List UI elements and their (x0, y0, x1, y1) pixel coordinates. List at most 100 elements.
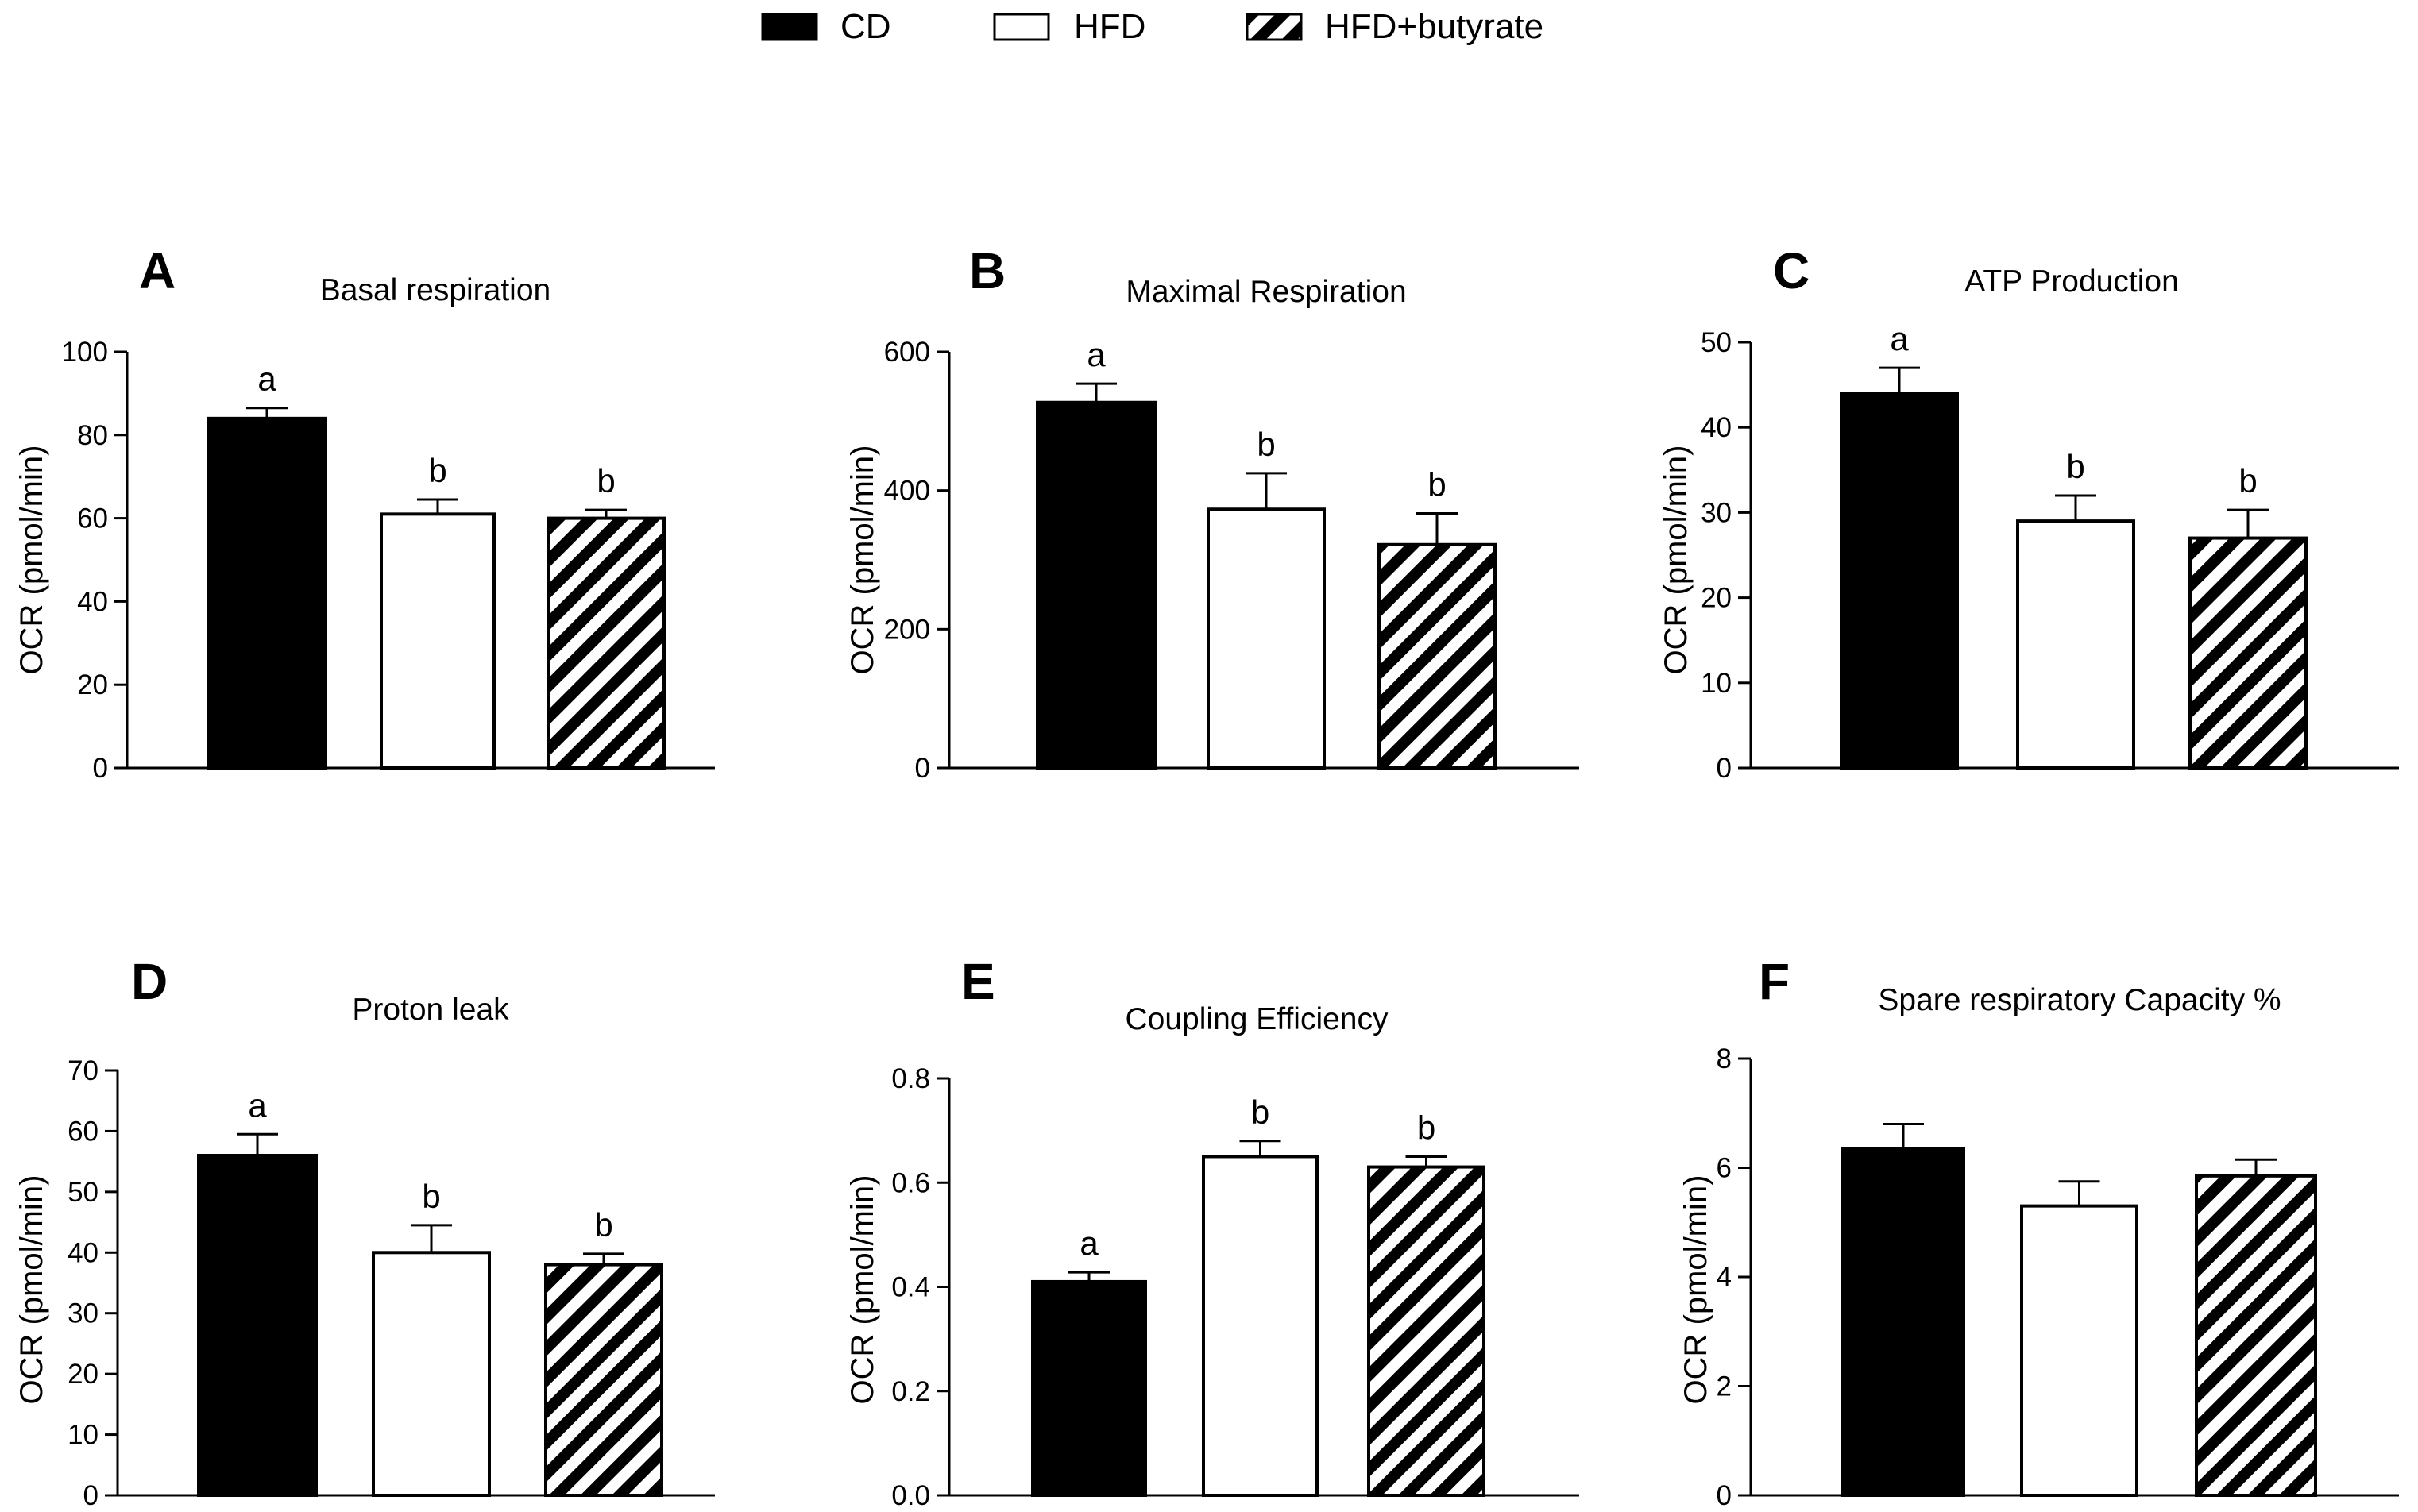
plot-area-a: 0 20 40 60 80 100 a b b (62, 337, 715, 784)
significance-label-e-hfd: b (1251, 1094, 1269, 1131)
y-tick-label-f: 0 (1717, 1480, 1732, 1511)
significance-label-c-hfd-butyrate: b (2238, 462, 2257, 499)
y-tick-label-b: 600 (884, 337, 930, 368)
y-axis-label-c: OCR (pmol/min) (1659, 446, 1694, 675)
significance-label-c-cd: a (1890, 320, 1909, 357)
bar-a-hfd-butyrate (547, 516, 666, 770)
y-tick-label-e: 0.2 (891, 1376, 930, 1407)
significance-label-a-hfd-butyrate: b (597, 462, 615, 499)
y-tick-label-c: 50 (1701, 327, 1732, 358)
y-tick-label-a: 100 (62, 337, 108, 368)
plot-area-b: 0 200 400 600 a b b (884, 336, 1579, 784)
panel-f: F Spare respiratory Capacity % OCR (pmol… (1678, 953, 2399, 1511)
y-tick-label-e: 0.4 (891, 1272, 930, 1303)
significance-label-b-cd: a (1087, 336, 1106, 373)
y-tick-label-c: 0 (1717, 753, 1732, 784)
significance-label-d-hfd: b (422, 1178, 440, 1215)
plot-area-e: 0.0 0.2 0.4 0.6 0.8 a b b (891, 1063, 1579, 1511)
bar-b-hfd-butyrate (1377, 542, 1497, 770)
legend-label-hfd-butyrate: HFD+butyrate (1325, 7, 1543, 46)
bar-a-hfd (380, 512, 496, 770)
y-tick-label-d: 70 (68, 1055, 98, 1086)
significance-label-a-hfd: b (428, 452, 446, 489)
panel-letter-e: E (961, 953, 995, 1010)
y-tick-label-a: 60 (77, 503, 108, 534)
panel-title-d: Proton leak (352, 993, 509, 1027)
panel-title-f: Spare respiratory Capacity % (1878, 983, 2281, 1017)
y-tick-label-a: 40 (77, 586, 108, 617)
significance-label-b-hfd: b (1257, 426, 1275, 463)
significance-label-e-cd: a (1080, 1225, 1099, 1262)
legend-label-cd: CD (840, 7, 891, 46)
y-tick-label-d: 50 (68, 1177, 98, 1208)
panel-title-a: Basal respiration (320, 273, 550, 307)
y-tick-label-f: 6 (1717, 1153, 1732, 1184)
y-tick-label-f: 8 (1717, 1043, 1732, 1074)
y-tick-label-d: 40 (68, 1237, 98, 1268)
significance-label-e-hfd-butyrate: b (1417, 1109, 1435, 1146)
significance-label-d-hfd-butyrate: b (594, 1206, 612, 1244)
legend-label-hfd: HFD (1074, 7, 1145, 46)
bar-d-cd (197, 1154, 318, 1497)
bar-b-cd (1036, 400, 1157, 770)
y-axis-label-d: OCR (pmol/min) (14, 1175, 49, 1405)
y-axis-label-b: OCR (pmol/min) (845, 446, 880, 675)
y-tick-label-c: 20 (1701, 583, 1732, 614)
panel-letter-a: A (139, 242, 176, 299)
y-tick-label-d: 10 (68, 1420, 98, 1451)
bar-c-hfd (2016, 519, 2135, 770)
y-axis-label-f: OCR (pmol/min) (1678, 1175, 1713, 1405)
panel-a: A Basal respiration OCR (pmol/min) 0 20 40… (14, 242, 715, 784)
legend-swatch-hfd (993, 13, 1050, 41)
y-tick-label-d: 60 (68, 1116, 98, 1147)
y-tick-label-c: 40 (1701, 412, 1732, 443)
y-axis-label-a: OCR (pmol/min) (14, 446, 49, 675)
y-tick-label-c: 10 (1701, 668, 1732, 699)
significance-label-a-cd: a (257, 361, 276, 398)
significance-label-c-hfd: b (2066, 448, 2084, 485)
y-tick-label-a: 20 (77, 669, 108, 700)
panel-e: E Coupling Efficiency OCR (pmol/min) 0.0… (845, 953, 1579, 1511)
panel-letter-b: B (969, 242, 1006, 299)
legend-swatch-hfd-butyrate (1246, 13, 1303, 41)
y-tick-label-b: 400 (884, 476, 930, 507)
y-tick-label-f: 2 (1717, 1371, 1732, 1402)
panel-letter-f: F (1759, 953, 1790, 1010)
panel-d: D Proton leak OCR (pmol/min) 0 10 20 30 40 50… (14, 953, 715, 1511)
y-tick-label-f: 4 (1717, 1262, 1732, 1293)
legend-swatch-cd (761, 13, 818, 41)
panel-letter-c: C (1773, 242, 1810, 299)
panel-b: B Maximal Respiration OCR (pmol/min) 0 20… (845, 242, 1579, 784)
plot-area-c: 0 10 20 30 40 50 a b b (1701, 320, 2399, 784)
y-tick-label-c: 30 (1701, 497, 1732, 528)
bar-e-hfd (1202, 1155, 1319, 1497)
y-tick-label-e: 0.0 (891, 1480, 930, 1511)
bar-f-hfd (2020, 1204, 2138, 1497)
y-tick-label-d: 30 (68, 1298, 98, 1329)
panel-title-b: Maximal Respiration (1126, 275, 1406, 309)
bar-d-hfd (372, 1251, 491, 1498)
bar-d-hfd-butyrate (544, 1263, 663, 1497)
bar-e-cd (1031, 1279, 1147, 1497)
panel-c: C ATP Production OCR (pmol/min) 0 10 20 30 4… (1659, 242, 2399, 784)
y-tick-label-a: 0 (93, 753, 108, 784)
bar-f-cd (1841, 1147, 1965, 1497)
bar-f-hfd-butyrate (2195, 1174, 2317, 1497)
y-tick-label-e: 0.8 (891, 1063, 930, 1094)
y-tick-label-a: 80 (77, 420, 108, 451)
y-tick-label-e: 0.6 (891, 1167, 930, 1198)
bar-b-hfd (1207, 507, 1326, 770)
y-tick-label-d: 0 (83, 1480, 98, 1511)
bar-a-cd (207, 416, 327, 770)
significance-label-b-hfd-butyrate: b (1427, 465, 1446, 503)
y-tick-label-b: 0 (915, 753, 930, 784)
y-tick-label-b: 200 (884, 614, 930, 645)
y-axis-label-e: OCR (pmol/min) (845, 1175, 880, 1405)
y-tick-label-d: 20 (68, 1359, 98, 1390)
bar-c-cd (1840, 392, 1959, 770)
panel-title-c: ATP Production (1964, 264, 2179, 299)
plot-area-f: 0 2 4 6 8 (1717, 1043, 2399, 1511)
bar-c-hfd-butyrate (2188, 536, 2308, 770)
panel-title-e: Coupling Efficiency (1126, 1002, 1389, 1036)
